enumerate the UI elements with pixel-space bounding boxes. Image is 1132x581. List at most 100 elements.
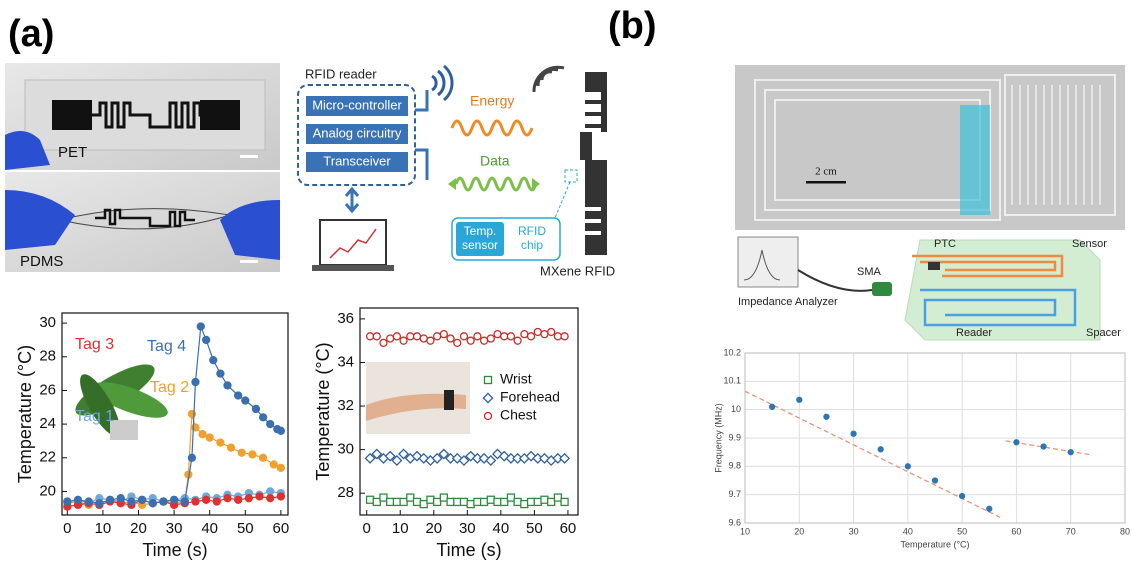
y-axis-label: Temperature (°C)	[313, 342, 333, 480]
point	[420, 335, 427, 342]
sensor-label: sensor	[462, 238, 498, 252]
x-tick-label: 70	[1066, 526, 1076, 536]
diagram-label: Data	[480, 153, 510, 169]
point	[96, 500, 103, 507]
point	[252, 405, 259, 412]
point	[277, 464, 284, 471]
x-tick-label: 30	[166, 520, 183, 537]
x-tick-label: 10	[740, 526, 750, 536]
point	[797, 397, 802, 402]
point	[487, 496, 494, 503]
point	[407, 333, 414, 340]
x-tick-label: 0	[63, 520, 71, 537]
point	[554, 333, 561, 340]
point	[197, 323, 204, 330]
x-tick-label: 0	[363, 520, 371, 537]
mxene-tag	[580, 72, 607, 255]
point	[192, 379, 199, 386]
point	[960, 494, 965, 499]
y-tick-label: 9.7	[728, 489, 741, 499]
connector	[415, 90, 427, 180]
y-tick-label: 34	[337, 353, 354, 370]
point	[203, 336, 210, 343]
point	[367, 333, 374, 340]
point	[454, 339, 461, 346]
x-tick-label: 20	[425, 520, 442, 537]
photo-label: PDMS	[20, 253, 63, 270]
point	[260, 414, 267, 421]
point	[1068, 450, 1073, 455]
y-tick-label: 28	[39, 348, 56, 365]
point	[107, 496, 114, 503]
point	[521, 331, 528, 338]
legend-marker	[483, 393, 492, 402]
point	[770, 404, 775, 409]
point	[420, 501, 427, 508]
point	[467, 501, 474, 508]
callout	[565, 170, 577, 182]
point	[192, 498, 199, 505]
point	[267, 488, 274, 495]
point	[256, 493, 263, 500]
y-tick-label: 22	[39, 449, 56, 466]
point	[203, 496, 210, 503]
y-tick-label: 9.6	[728, 517, 741, 527]
chip-label: RFID	[518, 224, 546, 238]
point	[987, 506, 992, 511]
y-tick-label: 36	[337, 310, 354, 327]
point	[414, 498, 421, 505]
wifi-icon	[534, 67, 564, 92]
scale-bar	[806, 181, 846, 184]
y-tick-label: 30	[337, 441, 354, 458]
point	[393, 333, 400, 340]
data-wave	[456, 178, 536, 190]
schematic-label: PTC	[934, 238, 956, 250]
point	[560, 454, 569, 463]
point	[235, 496, 242, 503]
energy-wave	[452, 121, 532, 135]
point	[507, 333, 514, 340]
point	[434, 498, 441, 505]
point	[249, 451, 256, 458]
plant-photo	[69, 355, 172, 440]
y-tick-label: 32	[337, 397, 354, 414]
point	[440, 331, 447, 338]
point	[188, 454, 195, 461]
x-tick-label: 40	[493, 520, 510, 537]
point	[487, 335, 494, 342]
y-tick-label: 10	[731, 404, 741, 414]
point	[554, 494, 561, 501]
point	[373, 333, 380, 340]
y-tick-label: 10.1	[723, 376, 741, 386]
panel-label: (a)	[8, 13, 54, 55]
x-tick-label: 60	[273, 520, 290, 537]
point	[238, 449, 245, 456]
pot	[110, 420, 138, 440]
point	[380, 339, 387, 346]
point	[160, 498, 167, 505]
y-tick-label: 30	[39, 314, 56, 331]
point	[387, 498, 394, 505]
point	[149, 500, 156, 507]
callout	[555, 182, 570, 218]
block-label: Analog circuitry	[313, 125, 402, 140]
y-tick-label: 20	[39, 482, 56, 499]
point	[494, 331, 501, 338]
point	[414, 333, 421, 340]
point	[427, 496, 434, 503]
point	[440, 494, 447, 501]
block-label: Transceiver	[323, 153, 391, 168]
scale-label: 2 cm	[815, 166, 837, 178]
laptop	[320, 220, 386, 265]
scale-bar	[240, 260, 258, 263]
point	[905, 464, 910, 469]
point	[528, 498, 535, 505]
point	[224, 382, 231, 389]
point	[64, 498, 71, 505]
point	[210, 357, 217, 364]
y-tick-label: 10.2	[723, 347, 741, 357]
point	[548, 498, 555, 505]
point	[181, 498, 188, 505]
series-label: Tag 4	[147, 338, 186, 355]
point	[85, 498, 92, 505]
